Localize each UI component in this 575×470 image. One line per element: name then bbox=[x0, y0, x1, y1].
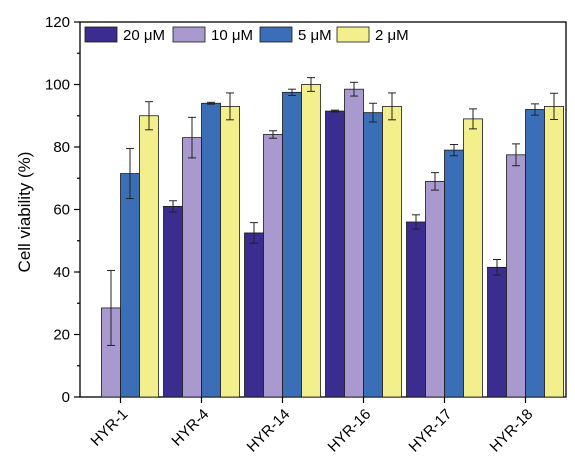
bars bbox=[101, 84, 564, 398]
y-tick-label: 80 bbox=[53, 139, 70, 156]
legend: 20 μM 10 μM 5 μM 2 μM bbox=[84, 26, 409, 44]
x-tick-label: HYR-4 bbox=[168, 406, 212, 450]
bar bbox=[325, 110, 345, 398]
legend-label: 10 μM bbox=[211, 27, 253, 44]
legend-swatch bbox=[336, 26, 370, 43]
x-tick-label: HYR-14 bbox=[244, 406, 294, 456]
legend-swatch bbox=[84, 26, 118, 43]
x-tick-label: HYR-18 bbox=[487, 406, 537, 456]
legend-label: 20 μM bbox=[123, 27, 165, 44]
y-tick-label: 100 bbox=[45, 77, 70, 94]
bar bbox=[282, 91, 302, 398]
bar bbox=[301, 84, 321, 398]
bar bbox=[444, 149, 464, 398]
bar bbox=[139, 115, 159, 398]
legend-label: 2 μM bbox=[375, 27, 409, 44]
bar bbox=[425, 180, 445, 398]
bar bbox=[382, 105, 402, 398]
bar bbox=[363, 112, 383, 398]
y-tick-label: 60 bbox=[53, 202, 70, 219]
y-axis-label: Cell viability (%) bbox=[15, 152, 34, 273]
bar bbox=[344, 88, 364, 398]
legend-label: 5 μM bbox=[298, 27, 332, 44]
y-tick-label: 40 bbox=[53, 264, 70, 281]
y-tick-label: 0 bbox=[62, 389, 70, 406]
bar bbox=[406, 221, 426, 398]
bar bbox=[544, 105, 564, 398]
bar bbox=[120, 173, 140, 398]
bar bbox=[163, 205, 183, 398]
bar bbox=[182, 137, 202, 398]
bar bbox=[487, 266, 507, 398]
bar bbox=[263, 134, 283, 398]
bar bbox=[201, 102, 221, 398]
bar bbox=[220, 105, 240, 398]
bar bbox=[463, 118, 483, 398]
bar bbox=[525, 109, 545, 398]
bar bbox=[244, 232, 264, 398]
legend-swatch bbox=[172, 26, 206, 43]
y-tick-label: 120 bbox=[45, 14, 70, 31]
x-tick-label: HYR-16 bbox=[325, 406, 375, 456]
x-tick-label: HYR-1 bbox=[87, 406, 131, 450]
y-tick-label: 20 bbox=[53, 327, 70, 344]
bar bbox=[506, 154, 526, 398]
error-bars bbox=[107, 77, 558, 346]
x-tick-label: HYR-17 bbox=[406, 406, 456, 456]
legend-swatch bbox=[259, 26, 293, 43]
